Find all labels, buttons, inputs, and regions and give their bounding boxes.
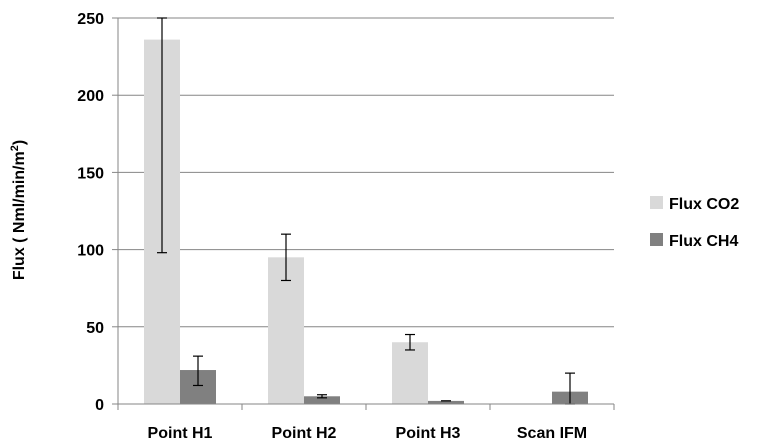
gridlines (118, 17, 614, 328)
y-axis-title: Flux ( Nml/min/m2) (9, 140, 28, 280)
axes (117, 18, 615, 410)
bar-ch4 (428, 400, 464, 404)
legend-label-ch4: Flux CH4 (669, 233, 738, 250)
y-tick-label: 250 (77, 11, 104, 28)
bars (144, 39, 588, 405)
y-axis-title-superscript: 2 (9, 145, 21, 151)
y-axis-ticks: 0 50 100 150 200 250 (77, 11, 118, 414)
y-tick-label: 50 (86, 320, 104, 337)
bar-co2 (268, 257, 304, 404)
x-axis-labels: Point H1 Point H2 Point H3 Scan IFM (148, 425, 588, 442)
y-tick-label: 200 (77, 88, 104, 105)
error-bars (157, 17, 575, 405)
legend: Flux CO2 Flux CH4 (650, 196, 739, 250)
bar-co2 (392, 342, 428, 404)
y-axis-title-close: ) (11, 140, 28, 145)
y-axis-title-main: Flux ( Nml/min/m (11, 151, 28, 280)
legend-swatch-ch4 (650, 233, 663, 246)
legend-label-co2: Flux CO2 (669, 196, 739, 213)
legend-swatch-co2 (650, 196, 663, 209)
y-tick-label: 150 (77, 165, 104, 182)
y-tick-label: 100 (77, 243, 104, 260)
y-tick-label: 0 (95, 397, 104, 414)
x-category-label: Scan IFM (517, 425, 587, 442)
x-category-label: Point H1 (148, 425, 213, 442)
bar-ch4 (304, 396, 340, 404)
x-category-label: Point H3 (396, 425, 461, 442)
x-category-label: Point H2 (272, 425, 337, 442)
